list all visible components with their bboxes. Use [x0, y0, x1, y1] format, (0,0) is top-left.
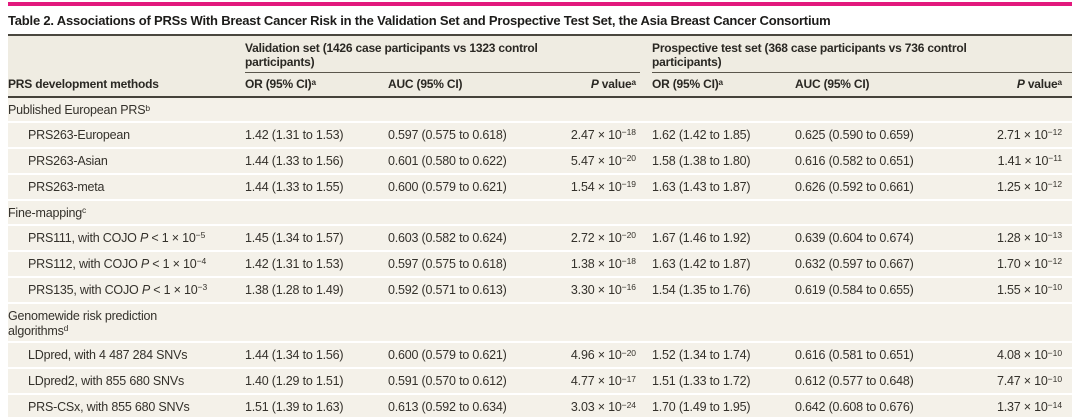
table-row: PRS-CSx, with 855 680 SNVs 1.51 (1.39 to …	[8, 393, 1073, 417]
value-cell: 1.25 × 10−12	[965, 173, 1073, 201]
value-cell: 1.55 × 10−10	[965, 275, 1073, 303]
row-label: PRS263-meta	[8, 173, 245, 201]
value-cell: 5.47 × 10−20	[553, 147, 653, 175]
value-cell: 0.616 (0.582 to 0.651)	[795, 147, 966, 175]
value-cell: 1.63 (1.42 to 1.87)	[652, 249, 796, 277]
value-cell: 2.72 × 10−20	[553, 223, 653, 251]
value-cell: 0.632 (0.597 to 0.667)	[795, 249, 966, 277]
table-row: PRS111, with COJO P < 1 × 10−5 1.45 (1.34…	[8, 223, 1073, 251]
results-table: PRS development methods Validation set (…	[8, 36, 1073, 417]
value-cell: 1.40 (1.29 to 1.51)	[245, 367, 388, 395]
group-header-validation-set: Validation set (1426 case participants v…	[245, 36, 653, 74]
value-cell: 0.619 (0.584 to 0.655)	[795, 275, 966, 303]
value-cell: 1.67 (1.46 to 1.92)	[652, 223, 796, 251]
column-header-auc-test: AUC (95% CI)	[795, 73, 966, 99]
value-cell: 1.52 (1.34 to 1.74)	[652, 341, 796, 369]
section-label: Published European PRSb	[8, 97, 1073, 123]
column-header-pvalue-test: P valuea	[965, 73, 1073, 99]
column-header-auc-validation: AUC (95% CI)	[388, 73, 553, 99]
value-cell: 2.71 × 10−12	[965, 121, 1073, 149]
row-label: LDpred, with 4 487 284 SNVs	[8, 341, 245, 369]
table-title: Table 2. Associations of PRSs With Breas…	[8, 6, 1072, 36]
table-row: PRS135, with COJO P < 1 × 10−3 1.38 (1.28…	[8, 275, 1073, 303]
table-row: PRS112, with COJO P < 1 × 10−4 1.42 (1.31…	[8, 249, 1073, 277]
value-cell: 0.613 (0.592 to 0.634)	[388, 393, 553, 417]
column-header-pvalue-validation: P valuea	[553, 73, 653, 99]
table-row: LDpred, with 4 487 284 SNVs 1.44 (1.34 to…	[8, 341, 1073, 369]
value-cell: 0.625 (0.590 to 0.659)	[795, 121, 966, 149]
value-cell: 1.54 (1.35 to 1.76)	[652, 275, 796, 303]
value-cell: 0.601 (0.580 to 0.622)	[388, 147, 553, 175]
value-cell: 0.592 (0.571 to 0.613)	[388, 275, 553, 303]
value-cell: 0.597 (0.575 to 0.618)	[388, 121, 553, 149]
row-label: PRS263-Asian	[8, 147, 245, 175]
value-cell: 1.45 (1.34 to 1.57)	[245, 223, 388, 251]
value-cell: 1.62 (1.42 to 1.85)	[652, 121, 796, 149]
value-cell: 1.38 (1.28 to 1.49)	[245, 275, 388, 303]
value-cell: 7.47 × 10−10	[965, 367, 1073, 395]
section-header-row: Fine-mappingc	[8, 199, 1073, 225]
value-cell: 4.08 × 10−10	[965, 341, 1073, 369]
value-cell: 1.44 (1.33 to 1.55)	[245, 173, 388, 201]
row-label: LDpred2, with 855 680 SNVs	[8, 367, 245, 395]
value-cell: 2.47 × 10−18	[553, 121, 653, 149]
group-header-validation-label: Validation set (1426 case participants v…	[245, 41, 538, 70]
value-cell: 1.42 (1.31 to 1.53)	[245, 121, 388, 149]
row-label: PRS112, with COJO P < 1 × 10−4	[8, 249, 245, 277]
table-row: LDpred2, with 855 680 SNVs 1.40 (1.29 to …	[8, 367, 1073, 395]
value-cell: 0.603 (0.582 to 0.624)	[388, 223, 553, 251]
value-cell: 1.70 (1.49 to 1.95)	[652, 393, 796, 417]
row-label: PRS-CSx, with 855 680 SNVs	[8, 393, 245, 417]
table-row: PRS263-meta 1.44 (1.33 to 1.55) 0.600 (0.5…	[8, 173, 1073, 201]
value-cell: 0.639 (0.604 to 0.674)	[795, 223, 966, 251]
column-header-prs-development-methods: PRS development methods	[8, 36, 245, 99]
value-cell: 0.600 (0.579 to 0.621)	[388, 173, 553, 201]
value-cell: 0.626 (0.592 to 0.661)	[795, 173, 966, 201]
value-cell: 1.41 × 10−11	[965, 147, 1073, 175]
value-cell: 1.58 (1.38 to 1.80)	[652, 147, 796, 175]
section-header-row: Published European PRSb	[8, 97, 1073, 123]
row-label: PRS135, with COJO P < 1 × 10−3	[8, 275, 245, 303]
value-cell: 1.44 (1.34 to 1.56)	[245, 341, 388, 369]
value-cell: 3.30 × 10−16	[553, 275, 653, 303]
value-cell: 0.616 (0.581 to 0.651)	[795, 341, 966, 369]
column-header-or-test: OR (95% CI)a	[652, 73, 796, 99]
table-row: PRS263-European 1.42 (1.31 to 1.53) 0.597 …	[8, 121, 1073, 149]
column-header-or-validation: OR (95% CI)a	[245, 73, 388, 99]
section-header-row: Genomewide risk prediction algorithmsd	[8, 301, 1073, 343]
value-cell: 1.51 (1.33 to 1.72)	[652, 367, 796, 395]
value-cell: 0.597 (0.575 to 0.618)	[388, 249, 553, 277]
group-header-row: PRS development methods Validation set (…	[8, 36, 1073, 99]
table-body: Published European PRSb PRS263-European 1.…	[8, 97, 1073, 417]
value-cell: 3.03 × 10−24	[553, 393, 653, 417]
value-cell: 1.28 × 10−13	[965, 223, 1073, 251]
accent-bar	[8, 2, 1072, 6]
value-cell: 1.42 (1.31 to 1.53)	[245, 249, 388, 277]
value-cell: 1.63 (1.43 to 1.87)	[652, 173, 796, 201]
sub-header-row: OR (95% CI)a AUC (95% CI) P valuea OR (9…	[8, 73, 1073, 99]
value-cell: 4.77 × 10−17	[553, 367, 653, 395]
value-cell: 0.612 (0.577 to 0.648)	[795, 367, 966, 395]
group-header-prospective-test-set: Prospective test set (368 case participa…	[652, 36, 1073, 74]
value-cell: 0.642 (0.608 to 0.676)	[795, 393, 966, 417]
value-cell: 1.38 × 10−18	[553, 249, 653, 277]
table-row: PRS263-Asian 1.44 (1.33 to 1.56) 0.601 (0.…	[8, 147, 1073, 175]
row-label: PRS263-European	[8, 121, 245, 149]
value-cell: 1.44 (1.33 to 1.56)	[245, 147, 388, 175]
row-label: PRS111, with COJO P < 1 × 10−5	[8, 223, 245, 251]
value-cell: 1.54 × 10−19	[553, 173, 653, 201]
value-cell: 4.96 × 10−20	[553, 341, 653, 369]
value-cell: 1.37 × 10−14	[965, 393, 1073, 417]
value-cell: 0.591 (0.570 to 0.612)	[388, 367, 553, 395]
value-cell: 1.70 × 10−12	[965, 249, 1073, 277]
table-header: PRS development methods Validation set (…	[8, 36, 1073, 99]
section-label: Fine-mappingc	[8, 199, 1073, 225]
value-cell: 1.51 (1.39 to 1.63)	[245, 393, 388, 417]
section-label: Genomewide risk prediction algorithmsd	[8, 301, 1073, 343]
group-header-test-label: Prospective test set (368 case participa…	[652, 41, 967, 70]
value-cell: 0.600 (0.579 to 0.621)	[388, 341, 553, 369]
